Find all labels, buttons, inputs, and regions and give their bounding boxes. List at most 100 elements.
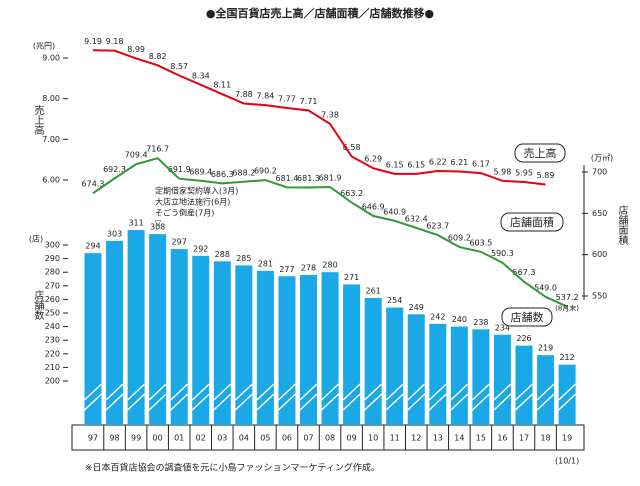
data-label: 254 xyxy=(387,296,402,305)
data-label: 249 xyxy=(409,303,424,312)
axis-break xyxy=(428,393,447,411)
axis-break xyxy=(450,383,469,401)
y2-tick-label: 650 xyxy=(592,209,607,218)
axis-break xyxy=(299,393,318,411)
data-label: 537.2 xyxy=(556,293,579,302)
data-label: 716.7 xyxy=(146,145,169,154)
x-tick-label: 10 xyxy=(368,434,378,443)
data-label: 311 xyxy=(128,219,143,228)
axis-break xyxy=(342,383,361,401)
annotation: 大店立地法施行(6月) xyxy=(155,197,230,207)
axis-break xyxy=(213,383,232,401)
bar xyxy=(493,334,511,425)
data-label: 6.21 xyxy=(450,158,468,167)
x-tick-label: 00 xyxy=(153,434,163,443)
data-label: 590.3 xyxy=(491,249,514,258)
axis-break xyxy=(299,383,318,401)
x-tick-label: 14 xyxy=(454,434,464,443)
axis-break xyxy=(471,393,490,411)
axis-break xyxy=(105,383,124,401)
y2-tick-label: 600 xyxy=(592,250,607,259)
y3-tick-label: 280 xyxy=(45,268,60,277)
axis-break xyxy=(558,383,577,401)
x-tick-label: 17 xyxy=(519,434,529,443)
y3-tick-label: 250 xyxy=(45,309,60,318)
data-label: 288 xyxy=(215,250,230,259)
bar xyxy=(106,240,124,425)
axis-break xyxy=(191,383,210,401)
x-tick-label: 99 xyxy=(131,434,141,443)
data-label: 5.89 xyxy=(537,171,555,180)
axis-break xyxy=(385,393,404,411)
axis-break xyxy=(321,393,340,411)
data-label: 9.18 xyxy=(106,37,124,46)
axis-break xyxy=(407,393,426,411)
y3-tick-label: 260 xyxy=(45,295,60,304)
bar xyxy=(450,326,468,425)
axis-break xyxy=(364,383,383,401)
x-tick-label: 15 xyxy=(476,434,486,443)
data-label: 292 xyxy=(193,244,208,253)
data-label: 212 xyxy=(559,353,574,362)
data-label: 238 xyxy=(473,318,488,327)
data-label: 689.4 xyxy=(189,167,212,176)
data-label: 7.77 xyxy=(278,95,296,104)
axis-break xyxy=(277,383,296,401)
axis-break xyxy=(450,393,469,411)
data-label: 8.34 xyxy=(192,71,210,80)
data-label: 681.9 xyxy=(319,173,342,182)
bar xyxy=(364,298,382,425)
axis-break xyxy=(342,393,361,411)
data-label: 6.15 xyxy=(386,160,404,169)
data-label: 549.0 xyxy=(534,283,557,292)
x-tick-label: 11 xyxy=(390,434,400,443)
axis-break xyxy=(127,383,146,401)
data-label: 281 xyxy=(258,259,273,268)
data-label: 6.15 xyxy=(407,160,425,169)
bar xyxy=(170,249,188,425)
axis-break xyxy=(170,383,189,401)
axis-break xyxy=(493,383,512,401)
x-tick-label: 97 xyxy=(88,434,98,443)
y-tick-label: 9.00 xyxy=(42,54,60,63)
bar xyxy=(192,255,210,425)
data-label: 690.2 xyxy=(254,167,277,176)
data-label: 8.57 xyxy=(170,62,188,71)
x-tick-label: 05 xyxy=(260,434,270,443)
x-tick-label: 19 xyxy=(562,434,572,443)
x-tick-label: 08 xyxy=(325,434,335,443)
axis-break xyxy=(471,383,490,401)
bar xyxy=(343,284,361,425)
y3-tick-label: 200 xyxy=(45,377,60,386)
y-label: 売上高 xyxy=(32,104,44,136)
data-label: 285 xyxy=(236,254,251,263)
data-label: 226 xyxy=(516,334,531,343)
x-tick-label: 04 xyxy=(239,434,249,443)
axis-break xyxy=(148,393,167,411)
data-label: 7.38 xyxy=(321,110,339,119)
y2-tick-label: 700 xyxy=(592,168,607,177)
data-label: 688.2 xyxy=(232,168,255,177)
axis-break xyxy=(170,393,189,411)
bar xyxy=(235,265,253,425)
legend-label: 売上高 xyxy=(524,146,557,160)
x-tick-label: 03 xyxy=(217,434,227,443)
axis-break xyxy=(364,393,383,411)
axis-break xyxy=(321,383,340,401)
y3-tick-label: 270 xyxy=(45,281,60,290)
y3-label: 店舗数 xyxy=(32,289,44,321)
data-label: 271 xyxy=(344,273,359,282)
data-label: 692.3 xyxy=(103,165,126,174)
data-label: 261 xyxy=(366,287,381,296)
data-label: 632.4 xyxy=(405,214,428,223)
x-tick-label: 98 xyxy=(109,434,119,443)
axis-break xyxy=(536,383,555,401)
data-label: 8.99 xyxy=(127,45,145,54)
axis-break xyxy=(558,393,577,411)
data-label: 7.84 xyxy=(256,92,274,101)
data-label: 6.22 xyxy=(429,158,447,167)
data-label: 603.5 xyxy=(469,238,492,247)
data-label: 7.88 xyxy=(235,90,253,99)
bar xyxy=(149,234,167,425)
